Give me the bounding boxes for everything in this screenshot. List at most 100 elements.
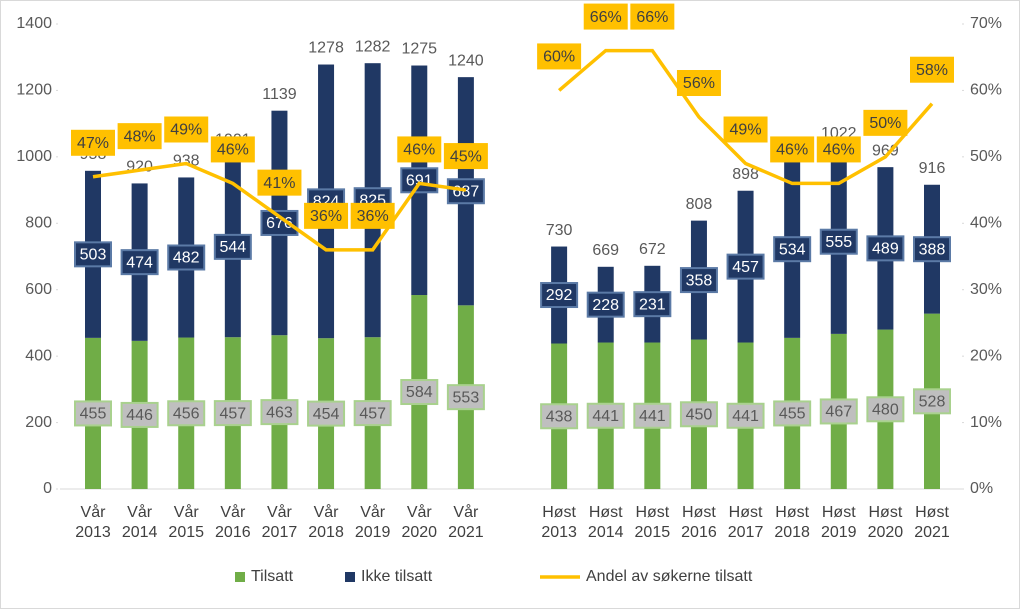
y-tick-label: 1000	[16, 148, 52, 165]
line-label: 46%	[217, 142, 249, 159]
bar-label-box	[633, 291, 672, 318]
bar-label: 691	[406, 172, 433, 189]
bar-label-box	[74, 400, 112, 427]
line-label-box	[210, 136, 255, 163]
bar-label: 584	[406, 384, 433, 401]
y2-tick-label: 0%	[970, 480, 993, 497]
bar-label: 441	[732, 408, 759, 425]
line-label: 36%	[357, 208, 389, 225]
bar-label-box	[726, 402, 765, 429]
y2-tick-label: 40%	[970, 215, 1002, 232]
bar-label: 446	[126, 407, 153, 424]
line-label: 45%	[450, 148, 482, 165]
bar-label: 534	[779, 241, 806, 258]
y2-tick-label: 20%	[970, 347, 1002, 364]
y2-tick-label: 50%	[970, 148, 1002, 165]
bar-label-box	[866, 396, 905, 423]
y2-tick-label: 60%	[970, 82, 1002, 99]
bar-label-box	[586, 291, 625, 318]
bar-label-box	[120, 249, 159, 276]
line-label: 56%	[683, 75, 715, 92]
line-label-box	[117, 123, 162, 150]
legend-swatch	[235, 572, 245, 582]
y-tick-label: 800	[25, 215, 52, 232]
line-label-box	[537, 43, 582, 70]
total-label: 669	[592, 242, 619, 259]
total-label: 898	[732, 166, 759, 183]
y-tick-label: 400	[25, 347, 52, 364]
y2-tick-label: 10%	[970, 414, 1002, 431]
line-label-box	[816, 136, 861, 163]
bar-label-box	[586, 402, 625, 429]
bar-label: 457	[219, 405, 246, 422]
bar-label: 457	[732, 259, 759, 276]
bar-label-box	[446, 178, 485, 205]
x-tick-label: Høst 2020	[867, 504, 904, 541]
line-label-box	[676, 70, 721, 96]
line-label-box	[723, 116, 768, 143]
bar-label: 455	[779, 406, 806, 423]
x-tick-label: Vår 2018	[308, 504, 344, 541]
line-label-box	[770, 136, 815, 163]
bar-label: 456	[173, 405, 200, 422]
line	[92, 48, 934, 252]
bar-label: 503	[80, 247, 107, 264]
x-tick-label: Vår 2021	[448, 504, 484, 541]
line-label: 66%	[636, 9, 668, 26]
x-tick-label: Høst 2019	[820, 504, 857, 541]
total-label: 808	[686, 196, 713, 213]
line-label: 41%	[263, 175, 295, 192]
line-label: 46%	[776, 142, 808, 159]
line-label-box	[583, 3, 628, 30]
bar-label-box	[726, 253, 765, 280]
line-label: 46%	[403, 142, 435, 159]
line-label-box	[397, 136, 442, 163]
bar-label: 544	[219, 239, 246, 256]
x-tick-label: Høst 2016	[681, 504, 717, 541]
line-label: 49%	[170, 122, 202, 139]
bar-label-box	[679, 267, 718, 294]
legend-label: Ikke tilsatt	[361, 568, 433, 585]
line-label-box	[350, 202, 395, 229]
bar-label-box	[773, 400, 812, 427]
bar-label: 687	[453, 183, 480, 200]
total-label: 1275	[401, 41, 437, 58]
line-label: 49%	[730, 122, 762, 139]
bar-label-box	[213, 233, 252, 260]
line-label-box	[164, 116, 209, 143]
bar-label-box	[679, 401, 718, 428]
bar-label-box	[307, 400, 346, 427]
total-label: 1282	[355, 38, 391, 55]
bar-label-box	[866, 235, 905, 262]
bar-label-box	[446, 384, 485, 411]
bar-label-box	[540, 282, 579, 309]
x-tick-label: Vår 2015	[168, 504, 205, 541]
bar-label-box	[819, 228, 858, 255]
legend-swatch	[345, 572, 355, 582]
y-tick-label: 1400	[16, 15, 52, 32]
line-label-box	[304, 202, 349, 229]
x-tick-label: Høst 2013	[541, 504, 577, 541]
bar-label-box	[540, 403, 579, 430]
line-label: 50%	[869, 115, 901, 132]
bar-label: 358	[686, 272, 713, 289]
total-label: 730	[546, 222, 573, 239]
bar-label: 455	[80, 406, 107, 423]
y-tick-label: 200	[25, 414, 52, 431]
y2-tick-label: 70%	[970, 15, 1002, 32]
total-label: 1139	[262, 86, 297, 103]
x-tick-label: Høst 2015	[634, 504, 671, 541]
line-label: 47%	[77, 135, 109, 152]
line-label: 66%	[590, 9, 622, 26]
y2-tick-label: 30%	[970, 281, 1002, 298]
bar-label: 553	[453, 389, 480, 406]
line-label-box	[71, 129, 115, 156]
bar-label-box	[167, 244, 206, 271]
total-label: 672	[639, 241, 666, 258]
bar-label: 441	[639, 408, 666, 425]
x-tick-label: Vår 2014	[121, 504, 158, 541]
total-label: 1240	[448, 52, 484, 69]
y-tick-label: 600	[25, 281, 52, 298]
line-label: 48%	[124, 128, 156, 145]
